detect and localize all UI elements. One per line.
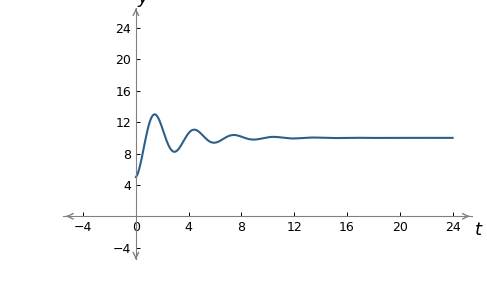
Text: y: y	[137, 0, 148, 7]
Text: t: t	[475, 221, 482, 239]
